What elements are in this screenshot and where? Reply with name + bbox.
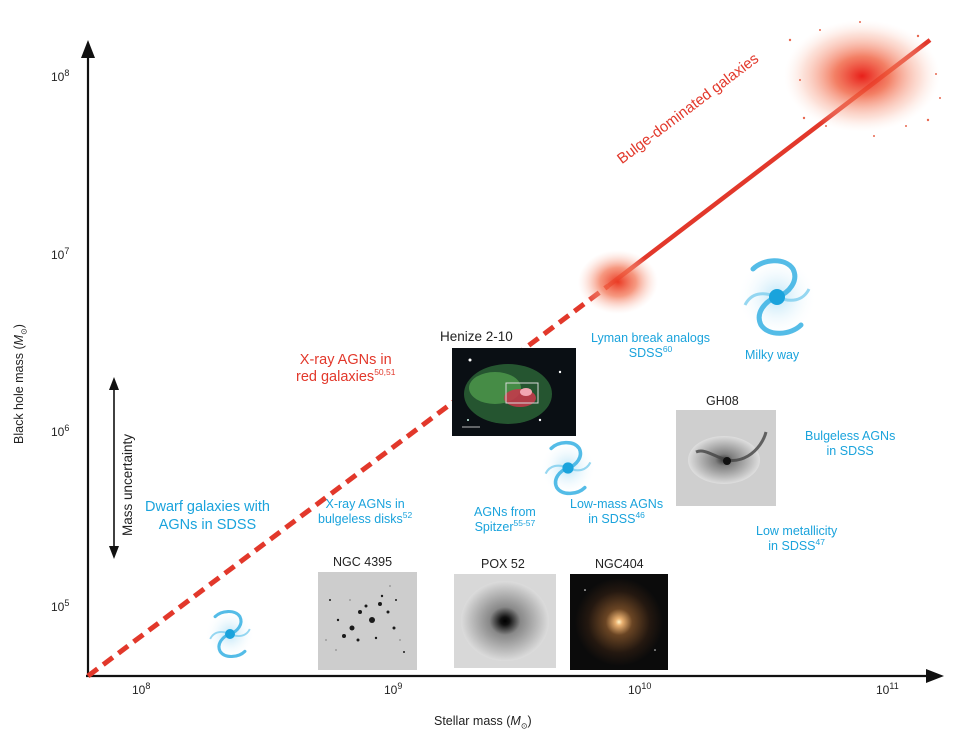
bulgeless-agns-label: Bulgeless AGNs in SDSS xyxy=(805,429,895,459)
y-tick-1e7: 107 xyxy=(51,246,70,263)
henize-title: Henize 2-10 xyxy=(440,329,513,344)
x-tick-1e11: 1011 xyxy=(876,681,899,698)
spitzer-line2: Spitzer xyxy=(474,520,514,534)
lowmet-ref: 47 xyxy=(815,536,825,547)
xray-bulgeless-disks-label: X-ray AGNs in bulgeless disks52 xyxy=(318,497,412,527)
xray-red-ref: 50,51 xyxy=(374,367,396,378)
xray-disk-ref: 52 xyxy=(402,509,413,520)
x-tick-1e9: 109 xyxy=(384,681,403,698)
x-tick-1e10: 1010 xyxy=(628,681,652,698)
elliptical-galaxy-large xyxy=(784,20,940,132)
elliptical-galaxy-speckles xyxy=(788,21,941,137)
ngc404-image xyxy=(570,574,668,670)
lowmass-line1: Low-mass AGNs xyxy=(570,497,664,511)
spiral-galaxy-low-mass-icon xyxy=(540,440,596,496)
gh08-image xyxy=(676,410,776,506)
dwarf-line1: Dwarf galaxies with xyxy=(145,499,270,515)
x-axis-arrowhead-icon xyxy=(926,669,944,683)
xray-disk-line1: X-ray AGNs in xyxy=(325,497,405,511)
bulgeless-line2: in SDSS xyxy=(826,444,874,458)
ngc404-title: NGC404 xyxy=(595,557,644,571)
spitzer-ref: 55-57 xyxy=(513,517,536,528)
milky-way-label: Milky way xyxy=(745,348,800,362)
x-tick-1e8: 108 xyxy=(132,681,151,698)
y-axis-title: Black hole mass (M⊙) xyxy=(12,324,29,444)
xray-red-galaxies-label: X-ray AGNs in red galaxies50,51 xyxy=(296,352,395,386)
lowmass-line2: in SDSS xyxy=(588,512,636,526)
x-axis-title: Stellar mass (M⊙) xyxy=(434,714,532,731)
y-axis-arrowhead-icon xyxy=(81,40,95,58)
gh08-title: GH08 xyxy=(706,394,739,408)
lowmet-line2: in SDSS xyxy=(768,539,816,553)
lowmet-line1: Low metallicity xyxy=(756,524,838,538)
spitzer-line1: AGNs from xyxy=(474,505,536,519)
lyman-break-label: Lyman break analogs SDSS60 xyxy=(591,331,710,361)
xray-red-line1: X-ray AGNs in xyxy=(299,352,392,368)
dwarf-line2: AGNs in SDSS xyxy=(158,517,257,533)
y-tick-1e8: 108 xyxy=(51,68,70,85)
spiral-galaxy-milky-way-icon xyxy=(737,257,817,337)
spitzer-agns-label: AGNs from Spitzer55-57 xyxy=(474,505,536,535)
elliptical-galaxy-medium xyxy=(578,250,658,314)
pox52-title: POX 52 xyxy=(481,557,525,571)
mass-uncertainty-arrowhead-bottom-icon xyxy=(109,546,119,559)
mass-uncertainty-arrowhead-top-icon xyxy=(109,377,119,390)
y-tick-1e6: 106 xyxy=(51,423,70,440)
dwarf-galaxies-label: Dwarf galaxies with AGNs in SDSS xyxy=(145,498,270,534)
spiral-galaxy-dwarf-icon xyxy=(205,609,255,659)
ngc4395-title: NGC 4395 xyxy=(333,555,393,569)
lyman-line1: Lyman break analogs xyxy=(591,331,711,345)
ngc4395-image xyxy=(318,572,417,670)
lyman-line2: SDSS xyxy=(628,346,663,360)
pox52-image xyxy=(454,574,556,668)
low-metallicity-label: Low metallicity in SDSS47 xyxy=(756,524,837,554)
low-mass-agns-label: Low-mass AGNs in SDSS46 xyxy=(570,497,663,527)
xray-disk-line2: bulgeless disks xyxy=(318,512,403,526)
bulgeless-line1: Bulgeless AGNs xyxy=(805,429,896,443)
mass-uncertainty-label: Mass uncertainty xyxy=(120,433,135,536)
lyman-ref: 60 xyxy=(662,343,673,354)
lowmass-ref: 46 xyxy=(635,509,645,520)
henize-image xyxy=(452,348,576,436)
xray-red-line2: red galaxies xyxy=(296,369,375,385)
y-tick-1e5: 105 xyxy=(51,598,70,615)
